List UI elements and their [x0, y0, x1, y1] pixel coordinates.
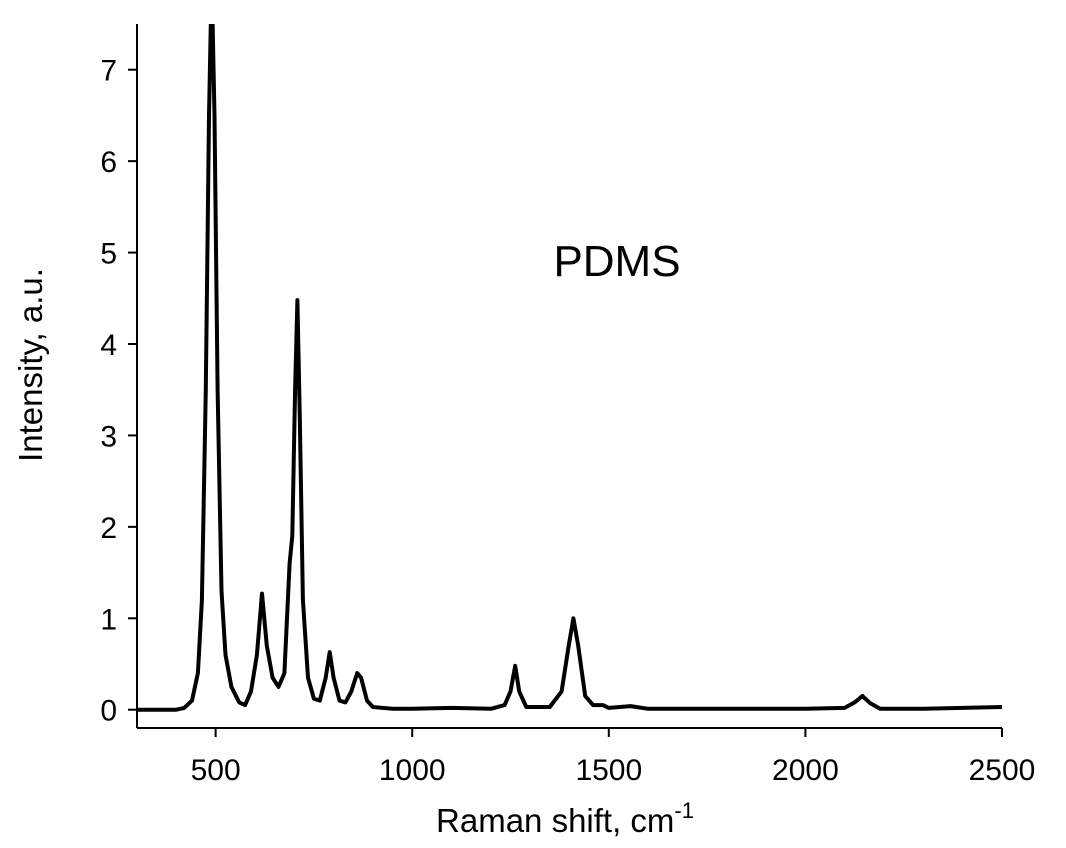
- y-tick-label: 3: [100, 420, 117, 453]
- x-axis-label-superscript: -1: [674, 798, 694, 823]
- x-tick-label: 500: [191, 754, 241, 787]
- spectrum-line: [137, 24, 1003, 712]
- y-tick-label: 6: [100, 146, 117, 179]
- y-tick-label: 2: [100, 512, 117, 545]
- y-tick-label: 4: [100, 329, 117, 362]
- y-tick-label: 7: [100, 55, 117, 88]
- y-tick-label: 0: [100, 695, 117, 728]
- y-tick-label: 5: [100, 238, 117, 271]
- y-axis-label: Intensity, a.u.: [12, 268, 49, 462]
- y-tick-label: 1: [100, 603, 117, 636]
- x-tick-label: 1000: [379, 754, 446, 787]
- x-axis-label: Raman shift, cm-1: [436, 798, 694, 839]
- x-tick-label: 1500: [575, 754, 642, 787]
- x-tick-label: 2000: [772, 754, 839, 787]
- annotation: PDMS: [553, 237, 680, 286]
- x-tick-label: 2500: [969, 754, 1036, 787]
- x-axis-label-text: Raman shift, cm: [436, 802, 674, 839]
